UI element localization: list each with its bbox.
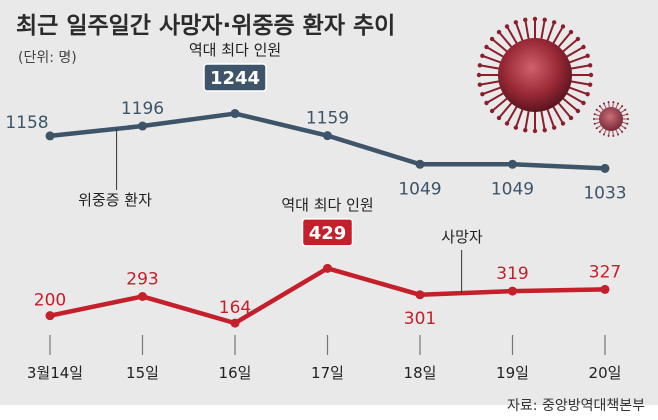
x-tick-label: 3월14일: [27, 364, 83, 382]
peak-value: 1244: [210, 68, 260, 89]
data-label: 200: [34, 291, 66, 311]
point-deaths: [230, 318, 240, 328]
footer-strip: [0, 405, 658, 420]
data-label: 319: [496, 264, 528, 284]
point-deaths: [323, 263, 332, 273]
peak-annotation: 역대 최다 인원: [281, 196, 373, 214]
peak-value: 429: [309, 223, 347, 244]
plot-area: 1158 1196 1159 1049 1049 1033 200 293 164 301 319 3…: [5, 41, 626, 382]
point-deaths: [45, 311, 55, 321]
point-severe-patients: [138, 121, 147, 131]
x-tick-label: 15일: [126, 364, 159, 382]
x-tick-label: 19일: [496, 364, 529, 382]
point-severe-patients: [600, 163, 610, 173]
point-severe-patients: [415, 159, 425, 169]
source-note: 자료: 중앙방역대책본부: [507, 398, 645, 414]
point-severe-patients: [45, 131, 55, 141]
point-deaths: [508, 286, 517, 296]
point-deaths: [138, 291, 147, 301]
series-name-label: 사망자: [441, 228, 483, 246]
peak-badge: [301, 218, 354, 247]
unit-label: (단위: 명): [18, 50, 77, 66]
data-label: 301: [404, 309, 436, 329]
series-name-label: 위중증 환자: [78, 191, 152, 209]
data-label: 1159: [306, 109, 349, 129]
peak-annotation: 역대 최다 인원: [189, 41, 281, 59]
x-tick-label: 16일: [219, 364, 252, 382]
x-tick-label: 18일: [404, 364, 437, 382]
peak-badge: [203, 63, 267, 92]
virus-illustration-small: [593, 101, 629, 137]
point-severe-patients: [230, 109, 240, 119]
chart-title: 최근 일주일간 사망자·위중증 환자 추이: [16, 13, 395, 39]
data-label: 164: [219, 298, 251, 318]
data-label: 1049: [491, 179, 534, 199]
x-tick-label: 20일: [589, 364, 622, 382]
data-label: 1196: [121, 99, 164, 119]
data-label: 327: [589, 262, 621, 282]
x-tick-label: 17일: [311, 364, 344, 382]
point-deaths: [415, 290, 425, 300]
data-label: 293: [126, 269, 158, 289]
point-deaths: [600, 284, 610, 294]
data-label: 1049: [398, 179, 441, 199]
data-label: 1033: [583, 183, 626, 203]
point-severe-patients: [508, 159, 517, 169]
data-label: 1158: [5, 113, 48, 133]
virus-illustration-large: [476, 16, 594, 134]
point-severe-patients: [323, 131, 332, 141]
